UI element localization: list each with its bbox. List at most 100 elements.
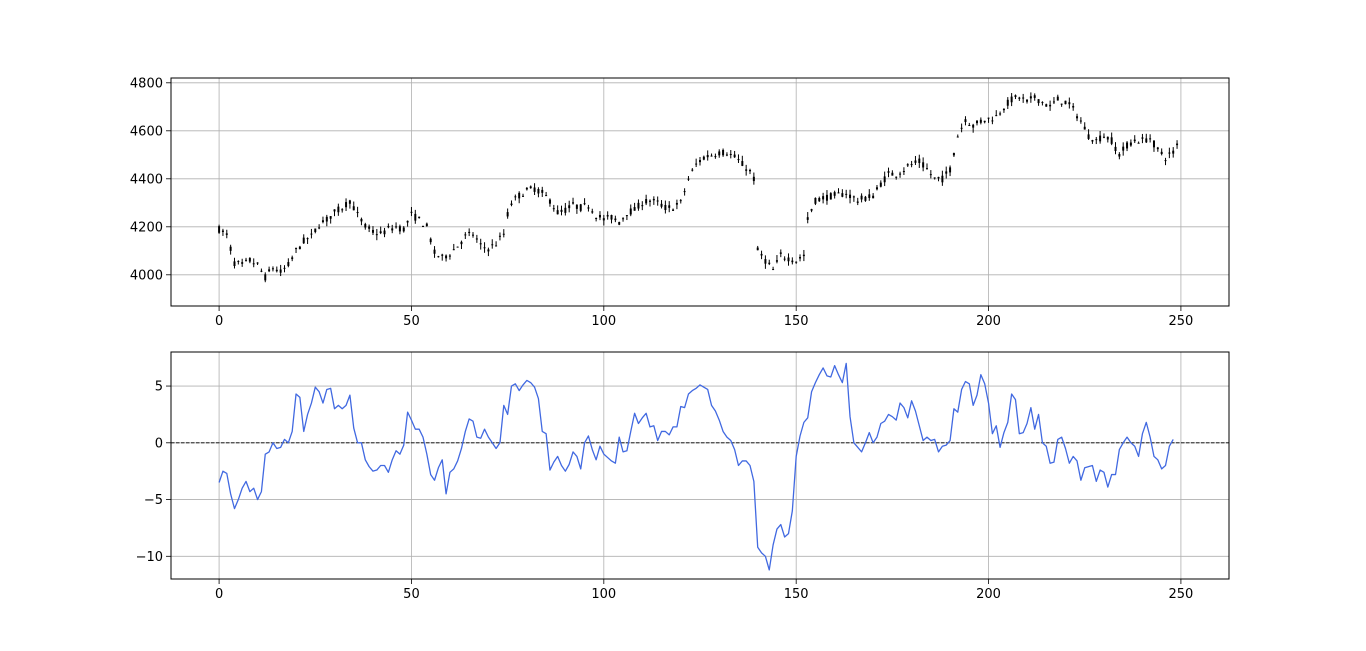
- price-candle-body: [960, 127, 963, 129]
- price-candle-body: [1002, 108, 1005, 111]
- price-candle-body: [799, 257, 802, 259]
- price-candle-body: [495, 245, 498, 247]
- price-candle-body: [379, 231, 382, 234]
- price-x-tick-label: 200: [976, 314, 1001, 329]
- price-candle-body: [983, 120, 986, 123]
- oscillator-x-tick-label: 0: [215, 587, 223, 602]
- price-candle-body: [233, 261, 236, 267]
- price-candle-body: [229, 246, 232, 251]
- price-candle-body: [452, 249, 455, 251]
- price-candle-body: [1041, 102, 1044, 104]
- price-candle-body: [995, 115, 998, 117]
- price-candle-body: [441, 254, 444, 256]
- price-candle-body: [1060, 103, 1063, 105]
- price-candle-body: [618, 222, 621, 225]
- price-candle-body: [914, 160, 917, 163]
- price-candle-body: [595, 218, 598, 220]
- price-y-tick-label: 4800: [130, 76, 163, 91]
- price-candle-body: [241, 262, 244, 264]
- price-candle-body: [383, 230, 386, 235]
- price-candle-body: [814, 197, 817, 204]
- price-candle-body: [225, 233, 228, 235]
- oscillator-x-tick-label: 200: [976, 587, 1001, 602]
- price-candle-body: [341, 209, 344, 211]
- price-candle-body: [271, 268, 274, 270]
- price-candle-body: [387, 225, 390, 228]
- price-candle-body: [637, 202, 640, 209]
- price-candle-body: [522, 195, 525, 197]
- price-candle-body: [256, 262, 259, 264]
- price-candle-body: [352, 206, 355, 211]
- price-y-tick-label: 4000: [130, 268, 163, 283]
- price-candle-body: [695, 163, 698, 165]
- price-candle-body: [529, 186, 532, 189]
- price-candle-body: [1045, 104, 1048, 107]
- price-candle-body: [510, 203, 513, 206]
- price-candle-body: [652, 198, 655, 201]
- price-candle-body: [1087, 134, 1090, 139]
- price-axes-frame: [170, 77, 1230, 307]
- price-candle-body: [625, 215, 628, 217]
- price-candle-body: [1145, 138, 1148, 143]
- price-candle-body: [999, 113, 1002, 115]
- price-candle-body: [218, 226, 221, 233]
- price-candle-body: [622, 218, 625, 220]
- oscillator-panel: 0 50 100 150 200 250 −10 −5 0 5: [136, 351, 1230, 602]
- price-candle-body: [918, 158, 921, 164]
- price-candle-body: [699, 160, 701, 163]
- price-candle-body: [475, 238, 478, 240]
- price-candle-body: [1129, 142, 1132, 146]
- price-candle-body: [325, 216, 328, 222]
- price-candle-body: [602, 218, 605, 221]
- price-candle-body: [468, 231, 471, 234]
- price-candle-body: [979, 119, 982, 123]
- price-candle-body: [583, 203, 586, 205]
- price-candle-body: [675, 202, 678, 205]
- price-candle-body: [1156, 147, 1159, 150]
- price-candle-body: [1079, 120, 1082, 122]
- price-candle-body: [1176, 143, 1179, 146]
- price-y-tick-label: 4200: [130, 220, 163, 235]
- price-candle-body: [875, 187, 878, 190]
- price-candle-body: [279, 269, 282, 273]
- price-candle-body: [1052, 101, 1055, 103]
- price-candle-body: [502, 233, 505, 235]
- oscillator-axes-frame: [170, 351, 1230, 580]
- price-y-tick-label: 4400: [130, 172, 163, 187]
- price-candle-body: [568, 205, 571, 209]
- price-candle-body: [822, 196, 825, 200]
- price-candle-body: [487, 249, 490, 252]
- price-candle-body: [687, 178, 690, 180]
- price-candle-body: [360, 218, 363, 222]
- price-candle-body: [371, 229, 374, 233]
- price-candle-body: [587, 207, 590, 209]
- price-candle-body: [591, 211, 594, 213]
- price-candle-body: [268, 269, 271, 272]
- price-candle-body: [729, 154, 732, 156]
- price-candle-body: [872, 195, 875, 199]
- price-candle-body: [733, 154, 736, 158]
- price-candle-body: [433, 249, 436, 254]
- price-candle-body: [933, 177, 936, 179]
- price-candle-body: [856, 201, 859, 203]
- price-candle-body: [1133, 139, 1136, 142]
- oscillator-x-tick-label: 250: [1168, 587, 1193, 602]
- price-candle-body: [598, 214, 601, 218]
- price-candle-body: [629, 208, 632, 215]
- price-candle-body: [375, 234, 378, 236]
- oscillator-x-tick-label: 50: [403, 587, 420, 602]
- price-candle-body: [945, 171, 948, 174]
- price-candle-body: [1095, 139, 1098, 141]
- price-candle-body: [679, 200, 682, 202]
- price-candle-body: [545, 195, 548, 197]
- oscillator-line: [218, 362, 1174, 571]
- price-candle-body: [725, 154, 728, 156]
- price-candle-body: [533, 187, 536, 192]
- price-candle-body: [275, 269, 278, 272]
- price-candle-body: [1118, 153, 1121, 157]
- price-candle-body: [745, 169, 748, 171]
- price-candle-body: [1126, 142, 1129, 149]
- price-candle-body: [849, 194, 852, 199]
- price-candle-body: [368, 226, 371, 229]
- price-candle-body: [356, 212, 359, 214]
